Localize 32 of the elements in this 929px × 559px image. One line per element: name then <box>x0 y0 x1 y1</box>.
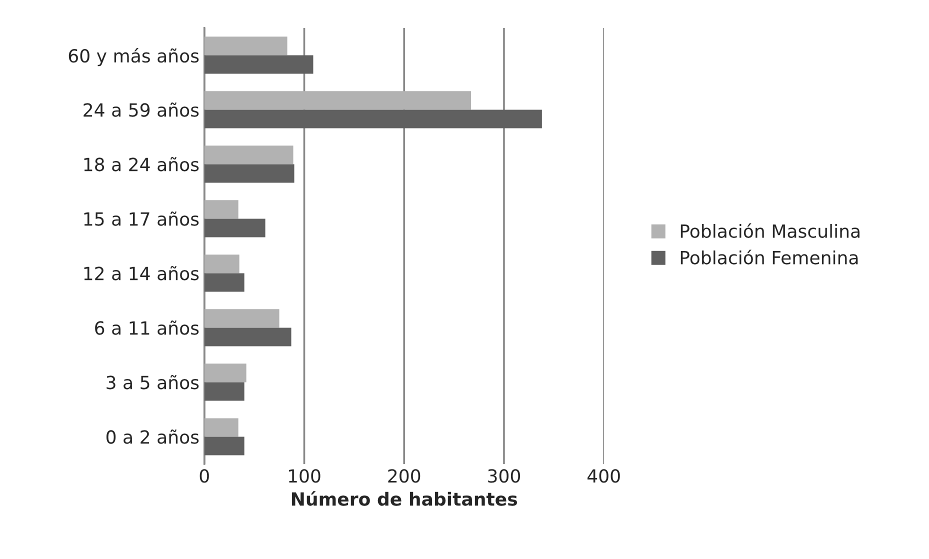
bar <box>204 309 280 328</box>
bar <box>204 436 244 456</box>
y-tick-label: 12 a 14 años <box>84 266 199 280</box>
x-tick-label: 0 <box>200 469 209 483</box>
bar <box>204 218 266 238</box>
bar <box>204 55 314 74</box>
bar <box>204 91 472 110</box>
y-tick-label: 60 y más años <box>68 48 199 66</box>
bar <box>204 418 238 437</box>
bar <box>204 164 294 183</box>
bar <box>204 36 288 56</box>
bar <box>204 328 292 346</box>
legend-label: Población Femenina <box>680 250 858 264</box>
y-tick-label: 3 a 5 años <box>106 375 199 390</box>
bar <box>204 273 244 292</box>
x-tick-label: 400 <box>588 469 620 483</box>
bar <box>204 364 246 382</box>
legend-label: Población Masculina <box>680 223 860 238</box>
y-tick-label: 24 a 59 años <box>84 102 199 117</box>
x-tick-label: 200 <box>388 469 420 483</box>
bar <box>204 110 542 128</box>
y-tick-label: 0 a 2 años <box>106 430 199 444</box>
x-tick-label: 300 <box>488 469 520 483</box>
bar <box>204 146 294 164</box>
x-tick-label: 100 <box>289 469 320 483</box>
bar <box>204 382 244 401</box>
bar <box>204 200 238 219</box>
y-tick-label: 15 a 17 años <box>84 212 199 226</box>
y-tick-label: 18 a 24 años <box>84 157 199 172</box>
x-axis-title: Número de habitantes <box>292 491 518 506</box>
y-tick-label: 6 a 11 años <box>95 320 199 335</box>
bar <box>204 254 240 274</box>
